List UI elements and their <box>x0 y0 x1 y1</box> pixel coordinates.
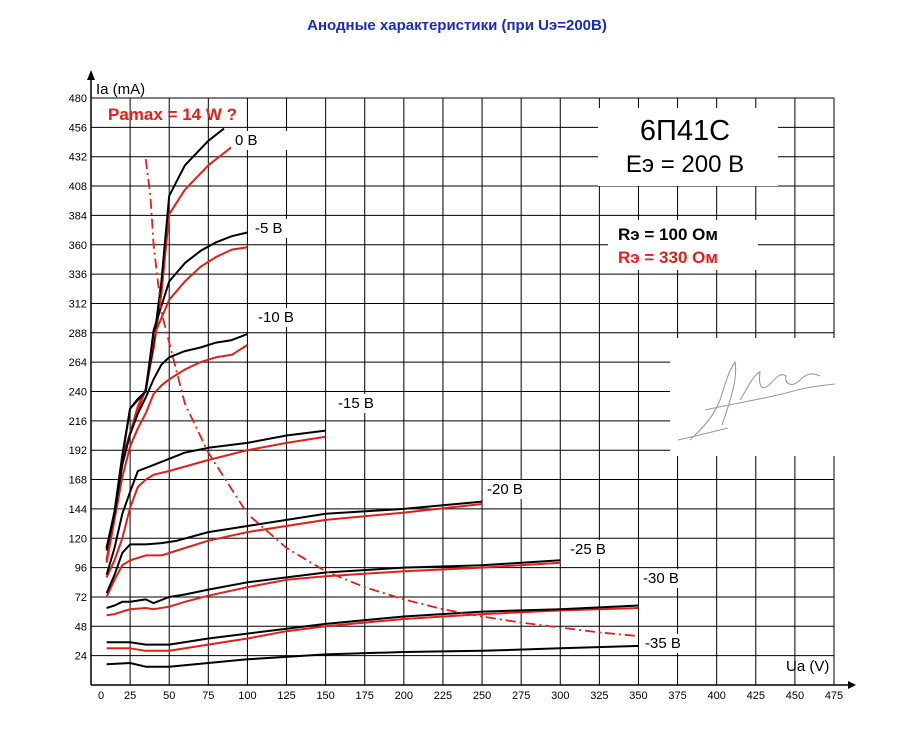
series-black-line <box>105 500 483 594</box>
curve-label-bg <box>483 480 541 499</box>
x-tick-label: 225 <box>434 690 452 702</box>
y-tick-label: 456 <box>69 122 87 134</box>
y-tick-label: 24 <box>75 651 87 663</box>
resistor-legend-box <box>608 220 758 270</box>
series-red-line <box>105 141 241 561</box>
x-tick-label: 200 <box>395 690 413 702</box>
series-black-line <box>105 333 248 551</box>
x-tick-label: 100 <box>238 690 256 702</box>
series-black-line <box>106 559 561 609</box>
legend-r-red: Rэ = 330 Ом <box>618 248 718 267</box>
curve-label-bg <box>251 219 309 238</box>
x-tick-label: 0 <box>98 690 104 702</box>
x-tick-label: 25 <box>124 690 136 702</box>
y-tick-label: 312 <box>69 298 87 310</box>
curve-label: -5 В <box>255 220 283 237</box>
x-tick-label: 300 <box>551 690 569 702</box>
series-black-line <box>106 644 639 668</box>
curve-label-bg <box>334 394 392 413</box>
curve-label: -35 В <box>645 635 681 652</box>
curve-label: -30 В <box>643 570 679 587</box>
y-tick-label: 48 <box>75 621 87 633</box>
curve-label: -25 В <box>570 541 606 558</box>
series-red-line <box>106 607 639 652</box>
signature-image <box>677 360 836 441</box>
series-black-line <box>106 604 639 646</box>
pamax-curve <box>144 158 639 637</box>
x-axis-title: Ua (V) <box>786 658 829 675</box>
x-tick-label: 175 <box>356 690 374 702</box>
curve-label-bg <box>566 540 624 559</box>
x-axis-arrow <box>848 681 856 689</box>
grid <box>91 97 835 685</box>
series-red-line <box>105 435 326 578</box>
supply-voltage: Eэ = 200 В <box>626 151 744 178</box>
curve-label-bg <box>254 308 312 327</box>
tick-labels: 0 25 50 75 100 125 150 175 200 225 250 275 300 325 350… <box>69 93 844 702</box>
curve-label: 0 В <box>235 132 258 149</box>
series-red-line <box>105 503 483 598</box>
x-tick-label: 125 <box>277 690 295 702</box>
series-curves <box>105 127 639 668</box>
y-tick-label: 384 <box>69 210 87 222</box>
tube-info-box <box>598 108 778 186</box>
x-tick-label: 50 <box>163 690 175 702</box>
legend-r-black: Rэ = 100 Ом <box>618 225 718 244</box>
y-axis-arrow <box>87 70 95 80</box>
curve-label-bg <box>641 634 699 653</box>
y-tick-label: 216 <box>69 416 87 428</box>
y-tick-label: 408 <box>69 181 87 193</box>
y-tick-label: 120 <box>69 533 87 545</box>
x-tick-label: 475 <box>825 690 843 702</box>
curve-label-bg <box>231 131 289 150</box>
y-tick-label: 96 <box>75 563 87 575</box>
curve-label: -20 В <box>487 481 523 498</box>
curve-labels: 0 В -5 В -10 В -15 В -20 В -25 В -30 В -35 В <box>231 131 699 653</box>
page-title: Анодные характеристики (при Uэ=200В) <box>307 17 607 34</box>
x-tick-label: 350 <box>629 690 647 702</box>
signature-area <box>670 338 850 456</box>
x-tick-label: 375 <box>668 690 686 702</box>
y-tick-label: 240 <box>69 387 87 399</box>
x-tick-label: 75 <box>202 690 214 702</box>
x-tick-label: 275 <box>512 690 530 702</box>
x-tick-label: 400 <box>708 690 726 702</box>
x-tick-label: 450 <box>786 690 804 702</box>
y-tick-label: 168 <box>69 475 87 487</box>
curve-label: -15 В <box>338 395 374 412</box>
series-red-line <box>106 561 561 617</box>
y-tick-label: 432 <box>69 152 87 164</box>
curve-label: -10 В <box>258 309 294 326</box>
y-tick-label: 264 <box>69 357 87 369</box>
series-red-line <box>105 344 248 563</box>
y-tick-label: 480 <box>69 93 87 105</box>
y-axis-title: Ia (mA) <box>96 81 145 98</box>
pamax-label: Pamax = 14 W ? <box>108 105 237 124</box>
y-tick-label: 288 <box>69 328 87 340</box>
y-tick-label: 72 <box>75 592 87 604</box>
series-black-line <box>105 429 326 576</box>
curve-label-bg <box>639 569 697 588</box>
y-tick-label: 192 <box>69 445 87 457</box>
y-tick-label: 336 <box>69 269 87 281</box>
x-tick-label: 250 <box>473 690 491 702</box>
x-tick-label: 150 <box>316 690 334 702</box>
x-tick-label: 425 <box>747 690 765 702</box>
y-tick-label: 360 <box>69 240 87 252</box>
series-black-line <box>105 127 225 549</box>
axes <box>87 70 856 689</box>
y-tick-label: 144 <box>69 504 87 516</box>
x-tick-label: 325 <box>590 690 608 702</box>
tube-type: 6П41С <box>640 115 730 147</box>
